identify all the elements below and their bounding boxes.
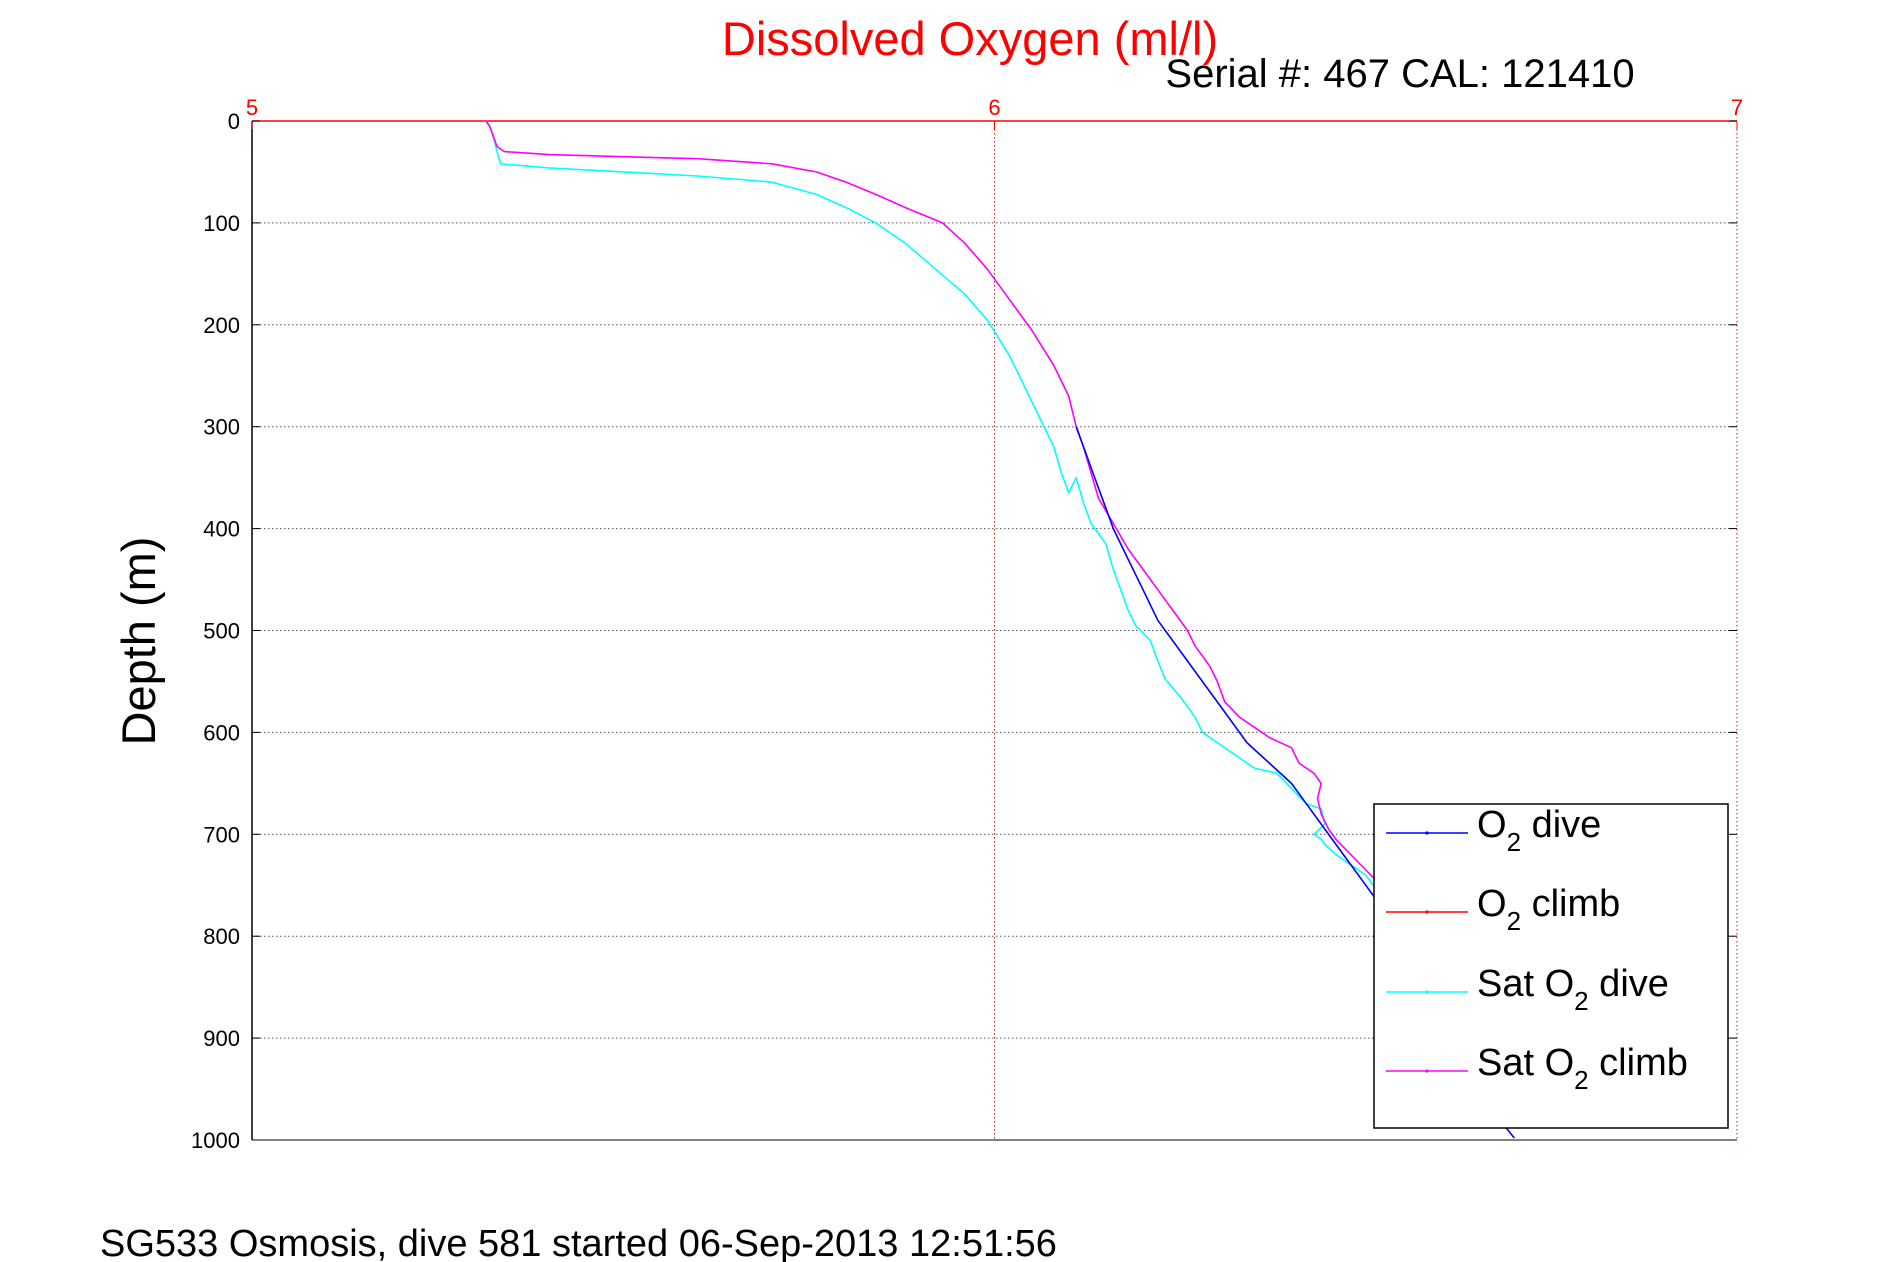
y-tick-label: 500 bbox=[203, 619, 240, 644]
y-axis-label: Depth (m) bbox=[112, 537, 165, 746]
grid bbox=[252, 121, 1737, 1140]
chart-subtitle: Serial #: 467 CAL: 121410 bbox=[1165, 52, 1634, 96]
legend-marker-sat-dive bbox=[1425, 990, 1429, 994]
y-tick-label: 1000 bbox=[191, 1128, 240, 1153]
legend-label-main: O bbox=[1477, 883, 1507, 925]
y-tick-label: 300 bbox=[203, 415, 240, 440]
series-line-sat-dive bbox=[485, 120, 1382, 907]
legend-marker-o2-climb bbox=[1425, 910, 1429, 914]
chart-title: Dissolved Oxygen (ml/l) bbox=[722, 12, 1218, 65]
series-line-sat-climb bbox=[485, 120, 1389, 896]
legend-label-o2-climb: O2 climb bbox=[1477, 883, 1620, 936]
legend-label-subscript: 2 bbox=[1574, 1065, 1588, 1095]
x-tick-label: 5 bbox=[246, 95, 258, 120]
legend-marker-sat-climb bbox=[1425, 1069, 1429, 1073]
x-tick-label: 7 bbox=[1731, 95, 1743, 120]
legend-label-rest: dive bbox=[1589, 963, 1669, 1005]
legend-label-main: O bbox=[1477, 804, 1507, 846]
legend-label-o2-dive: O2 dive bbox=[1477, 804, 1601, 857]
y-tick-label: 800 bbox=[203, 924, 240, 949]
legend-label-sat-climb: Sat O2 climb bbox=[1477, 1042, 1688, 1095]
y-tick-label: 200 bbox=[203, 313, 240, 338]
y-tick-label: 0 bbox=[228, 109, 240, 134]
legend-label-main: Sat O bbox=[1477, 963, 1574, 1005]
legend-label-main: Sat O bbox=[1477, 1042, 1574, 1084]
legend-box bbox=[1373, 803, 1729, 1129]
legend-label-subscript: 2 bbox=[1507, 827, 1521, 857]
y-tick-label: 600 bbox=[203, 720, 240, 745]
legend-label-subscript: 2 bbox=[1574, 986, 1588, 1016]
y-tick-label: 100 bbox=[203, 211, 240, 236]
y-tick-label: 700 bbox=[203, 822, 240, 847]
ticks: 0 100 200 300 400 500 600 700 800 900 1000 5 6 7 bbox=[191, 95, 1743, 1153]
x-tick-label: 6 bbox=[988, 95, 1000, 120]
legend-marker-o2-dive bbox=[1425, 831, 1429, 835]
legend-label-subscript: 2 bbox=[1507, 906, 1521, 936]
y-tick-label: 900 bbox=[203, 1026, 240, 1051]
y-tick-label: 400 bbox=[203, 517, 240, 542]
footer-caption: SG533 Osmosis, dive 581 started 06-Sep-2… bbox=[100, 1223, 1057, 1262]
legend-label-sat-dive: Sat O2 dive bbox=[1477, 963, 1669, 1016]
legend-label-rest: climb bbox=[1589, 1042, 1688, 1084]
legend-label-rest: dive bbox=[1521, 804, 1601, 846]
legend-label-rest: climb bbox=[1521, 883, 1620, 925]
